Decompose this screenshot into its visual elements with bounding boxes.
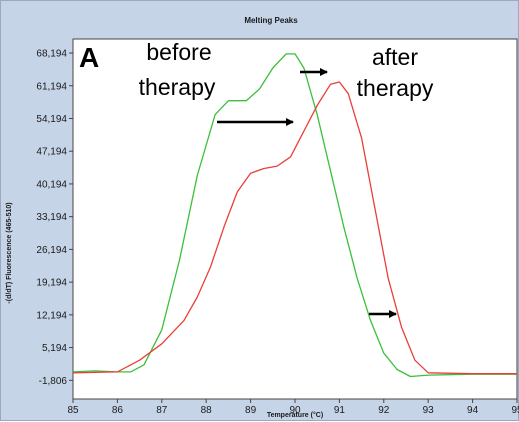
y-tick-label: 5,194: [42, 343, 67, 354]
y-tick-label: 47,194: [36, 147, 67, 158]
chart-title: Melting Peaks: [244, 16, 298, 25]
y-tick-label: 12,194: [36, 310, 67, 321]
annotation-after: after: [372, 44, 418, 70]
y-tick-label: -1,806: [39, 376, 68, 387]
x-tick-label: 85: [67, 405, 79, 416]
y-tick-label: 19,194: [36, 278, 67, 289]
annotation-therapy-before: therapy: [139, 74, 216, 100]
series-line-red: [72, 81, 517, 375]
annotation-before: before: [146, 39, 211, 65]
panel-label: A: [79, 42, 99, 73]
y-tick-label: 68,194: [36, 49, 67, 60]
annotation-therapy-after: therapy: [357, 75, 434, 101]
x-tick-label: 87: [156, 405, 168, 416]
y-tick-label: 26,194: [36, 245, 67, 256]
y-tick-label: 54,194: [36, 114, 67, 125]
annotations: A before therapy after therapy: [79, 39, 434, 101]
plot-area: [72, 38, 518, 400]
series-lines: [72, 53, 517, 378]
x-tick-label: 89: [245, 405, 257, 416]
x-tick-label: 94: [467, 405, 479, 416]
x-tick-label: 91: [334, 405, 346, 416]
y-axis-label: -(d/dT) Fluorescence (465-510): [6, 202, 13, 303]
y-tick-label: 40,194: [36, 179, 67, 190]
x-tick-label: 92: [378, 405, 390, 416]
x-tick-label: 88: [201, 405, 213, 416]
y-axis-ticks: -1,806 5,194 12,194 19,194 26,194 33,194 40,19…: [36, 49, 73, 387]
x-tick-label: 86: [112, 405, 124, 416]
x-tick-label: 93: [423, 405, 435, 416]
shift-arrows: [217, 68, 397, 318]
x-axis-ticks: 85 86 87 88 89 90 91 92 93 94 95: [67, 399, 519, 416]
x-tick-label: 90: [289, 405, 301, 416]
y-tick-label: 33,194: [36, 212, 67, 223]
x-tick-label: 95: [511, 405, 519, 416]
x-axis-label: Temperature (°C): [267, 411, 323, 419]
y-tick-label: 61,194: [36, 81, 67, 92]
